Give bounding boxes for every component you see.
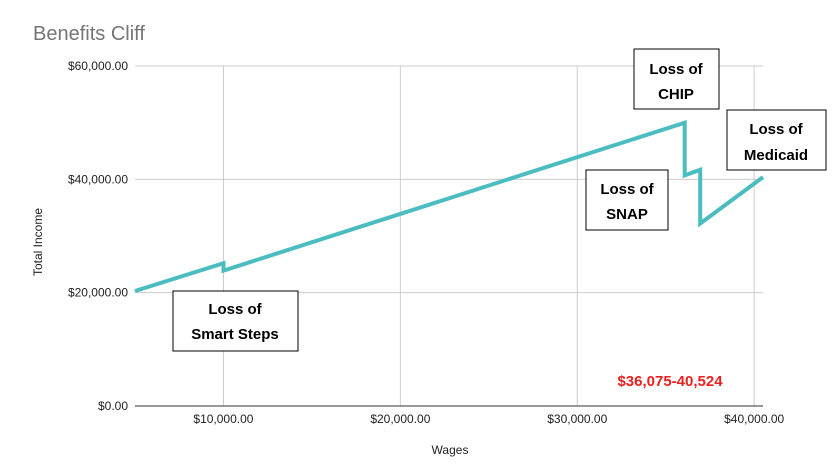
total-income-line bbox=[134, 119, 765, 293]
annotation-smart-steps: Loss of Smart Steps bbox=[172, 290, 299, 352]
annotation-line-2: Medicaid bbox=[744, 147, 808, 164]
x-tick-label: $20,000.00 bbox=[370, 412, 430, 426]
x-tick-label: $40,000.00 bbox=[724, 412, 784, 426]
y-tick-label: $0.00 bbox=[98, 399, 128, 413]
annotation-snap: Loss of SNAP bbox=[585, 169, 669, 231]
annotation-line-1: Loss of bbox=[208, 301, 262, 318]
y-tick-label: $60,000.00 bbox=[68, 59, 128, 73]
x-tick-label: $10,000.00 bbox=[193, 412, 253, 426]
annotation-line-2: SNAP bbox=[606, 206, 648, 223]
income-range-label: $36,075-40,524 bbox=[617, 373, 723, 390]
annotation-line-1: Loss of bbox=[600, 181, 654, 198]
x-tick-label: $30,000.00 bbox=[547, 412, 607, 426]
y-tick-label: $20,000.00 bbox=[68, 286, 128, 300]
annotation-line-1: Loss of bbox=[749, 121, 803, 138]
y-axis-title: Total Income bbox=[31, 208, 45, 276]
annotation-line-1: Loss of bbox=[649, 61, 703, 78]
annotation-line-2: Smart Steps bbox=[191, 326, 279, 343]
y-tick-label: $40,000.00 bbox=[68, 172, 128, 186]
x-axis-title: Wages bbox=[432, 443, 469, 457]
annotation-medicaid: Loss of Medicaid bbox=[726, 109, 827, 171]
annotation-box bbox=[633, 48, 720, 110]
annotation-box bbox=[172, 290, 299, 352]
x-axis-ticks: $10,000.00 $20,000.00 $30,000.00 $40,000.00 bbox=[193, 412, 784, 426]
annotation-box bbox=[726, 109, 827, 171]
annotation-line-2: CHIP bbox=[658, 86, 694, 103]
annotation-box bbox=[585, 169, 669, 231]
grid-layer bbox=[135, 65, 763, 407]
annotation-chip: Loss of CHIP bbox=[633, 48, 720, 110]
y-axis-ticks: $0.00 $20,000.00 $40,000.00 $60,000.00 bbox=[68, 59, 128, 413]
chart-title: Benefits Cliff bbox=[33, 23, 145, 45]
series-layer bbox=[134, 119, 765, 293]
